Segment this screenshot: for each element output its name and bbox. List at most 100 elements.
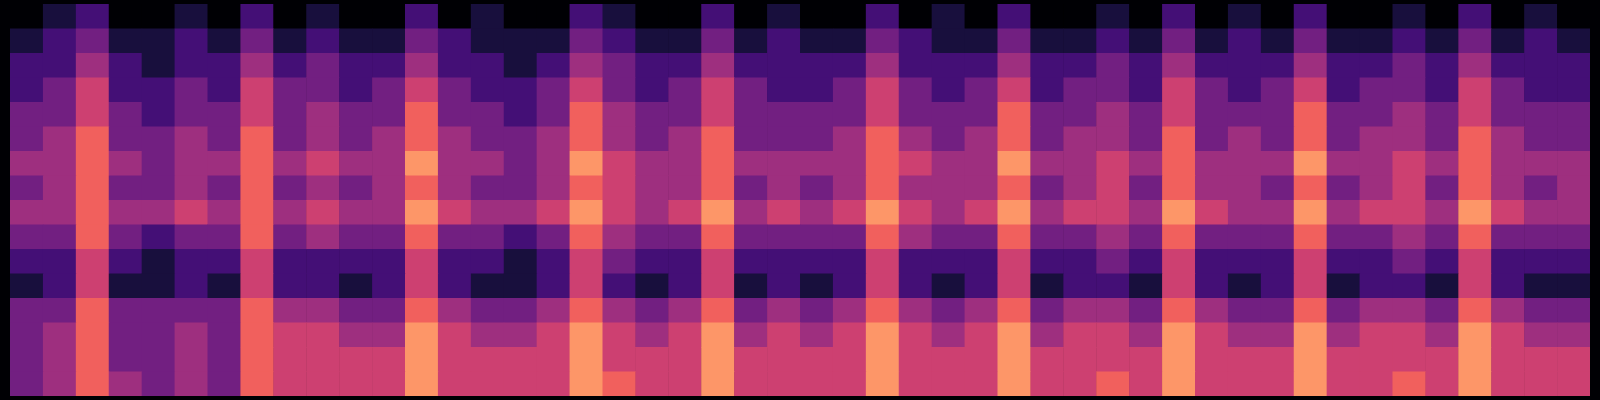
heatmap-cell (504, 102, 537, 127)
heatmap-cell (833, 176, 866, 201)
heatmap-cell (1063, 372, 1096, 397)
heatmap-cell (273, 347, 306, 372)
heatmap-cell (372, 29, 405, 54)
heatmap-cell (1129, 249, 1162, 274)
heatmap-cell (1030, 298, 1063, 323)
heatmap-cell (1557, 298, 1590, 323)
heatmap-cell (1162, 298, 1195, 323)
heatmap-cell (208, 53, 241, 78)
heatmap-cell (142, 127, 175, 152)
heatmap-cell (142, 298, 175, 323)
heatmap-cell (866, 347, 899, 372)
heatmap-cell (438, 53, 471, 78)
heatmap-cell (1458, 4, 1491, 29)
heatmap-cell (175, 4, 208, 29)
heatmap-cell (537, 4, 570, 29)
heatmap-cell (1063, 274, 1096, 299)
heatmap-cell (372, 151, 405, 176)
heatmap-cell (1327, 372, 1360, 397)
heatmap-cell (1294, 347, 1327, 372)
heatmap-cell (109, 298, 142, 323)
heatmap-cell (438, 347, 471, 372)
heatmap-cell (833, 102, 866, 127)
heatmap-cell (339, 151, 372, 176)
heatmap-cell (1393, 176, 1426, 201)
heatmap-cell (1327, 323, 1360, 348)
heatmap-cell (1096, 249, 1129, 274)
heatmap-cell (965, 298, 998, 323)
heatmap-cell (1162, 151, 1195, 176)
heatmap-cell (1360, 151, 1393, 176)
heatmap-cell (668, 372, 701, 397)
heatmap-cell (1195, 298, 1228, 323)
heatmap-cell (668, 274, 701, 299)
heatmap-cell (1261, 372, 1294, 397)
heatmap-cell (405, 78, 438, 103)
heatmap-cell (1393, 151, 1426, 176)
heatmap-cell (668, 323, 701, 348)
heatmap-cell (800, 29, 833, 54)
heatmap-cell (372, 298, 405, 323)
heatmap-cell (998, 200, 1031, 225)
heatmap-cell (1524, 200, 1557, 225)
heatmap-cell (1327, 274, 1360, 299)
heatmap-cell (1524, 78, 1557, 103)
heatmap-cell (43, 274, 76, 299)
heatmap-cell (701, 225, 734, 250)
heatmap-cell (1195, 372, 1228, 397)
heatmap-cell (504, 249, 537, 274)
heatmap-cell (1129, 298, 1162, 323)
heatmap-cell (1458, 151, 1491, 176)
heatmap-cell (1425, 53, 1458, 78)
heatmap-cell (1294, 274, 1327, 299)
heatmap-cell (142, 200, 175, 225)
heatmap-cell (965, 78, 998, 103)
heatmap-cell (965, 4, 998, 29)
heatmap-cell (1030, 29, 1063, 54)
heatmap-cell (1096, 29, 1129, 54)
heatmap-cell (10, 274, 43, 299)
heatmap-cell (1458, 200, 1491, 225)
heatmap-cell (1030, 176, 1063, 201)
heatmap-cell (537, 151, 570, 176)
heatmap-cell (1425, 200, 1458, 225)
heatmap-cell (1327, 102, 1360, 127)
heatmap-cell (833, 274, 866, 299)
heatmap-cell (43, 53, 76, 78)
heatmap-cell (10, 78, 43, 103)
heatmap-cell (504, 151, 537, 176)
heatmap-cell (998, 249, 1031, 274)
heatmap-cell (1557, 102, 1590, 127)
heatmap-cell (1063, 78, 1096, 103)
heatmap-cell (1162, 53, 1195, 78)
heatmap-cell (701, 102, 734, 127)
heatmap-cell (537, 372, 570, 397)
heatmap-cell (240, 225, 273, 250)
heatmap-cell (1327, 176, 1360, 201)
heatmap-cell (570, 29, 603, 54)
heatmap-cell (1491, 127, 1524, 152)
heatmap-cell (10, 151, 43, 176)
heatmap-cell (1327, 127, 1360, 152)
heatmap-cell (1327, 29, 1360, 54)
heatmap-cell (372, 225, 405, 250)
heatmap-cell (175, 53, 208, 78)
heatmap-cell (866, 78, 899, 103)
heatmap-cell (372, 127, 405, 152)
heatmap-cell (438, 200, 471, 225)
heatmap-cell (800, 225, 833, 250)
heatmap-cell (899, 274, 932, 299)
heatmap-cell (1524, 29, 1557, 54)
heatmap-cell (1162, 4, 1195, 29)
heatmap-cell (701, 29, 734, 54)
heatmap-cell (1557, 200, 1590, 225)
heatmap-cell (537, 274, 570, 299)
heatmap-cell (471, 372, 504, 397)
heatmap-cell (109, 29, 142, 54)
heatmap-cell (899, 225, 932, 250)
heatmap-cell (438, 298, 471, 323)
heatmap-cell (306, 4, 339, 29)
heatmap-cell (504, 127, 537, 152)
heatmap-cell (1063, 151, 1096, 176)
heatmap-cell (1129, 78, 1162, 103)
